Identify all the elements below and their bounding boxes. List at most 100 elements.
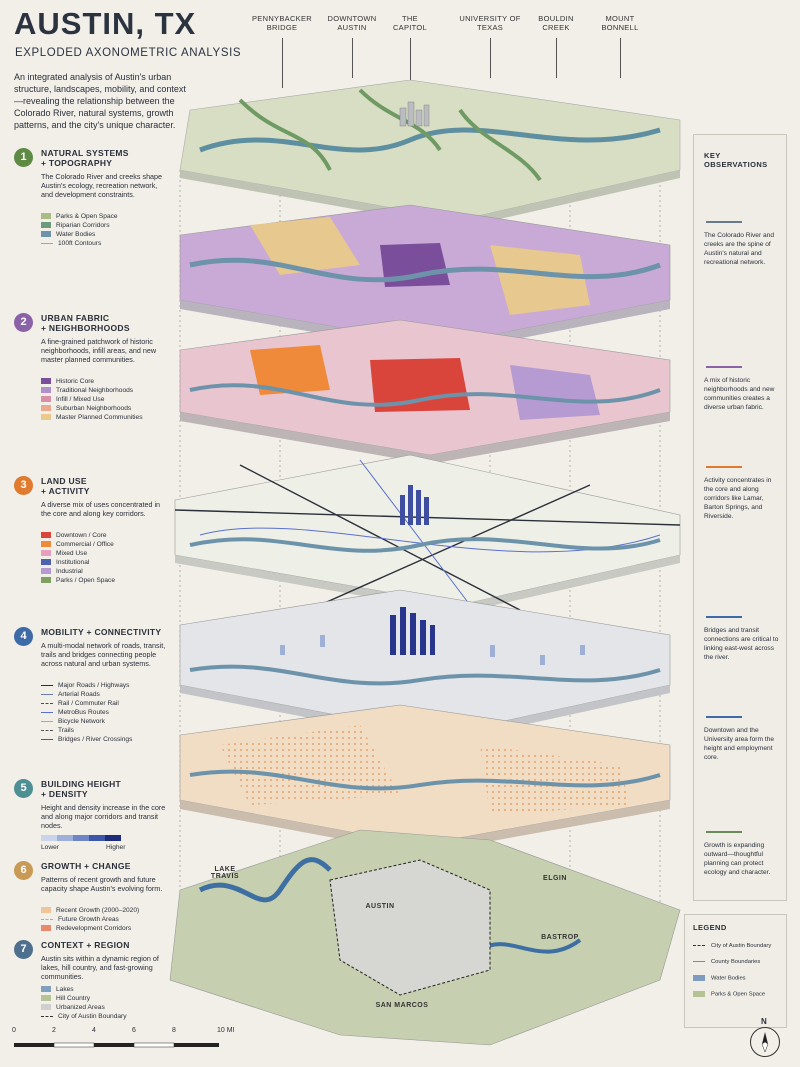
legend-label: Recent Growth (2000–2020) — [56, 907, 140, 914]
legend-line — [41, 1015, 53, 1017]
bar-chart-icon — [706, 440, 742, 468]
callout-leader-line — [620, 38, 621, 78]
legend-item: City of Austin Boundary — [693, 943, 771, 949]
legend-swatch — [41, 222, 51, 229]
legend-entry: 100ft Contours — [41, 239, 101, 248]
scale-tick-label: 2 — [52, 1027, 56, 1034]
density-ramp-step — [105, 835, 121, 842]
exploded-axonometric-map — [169, 80, 681, 1046]
legend-entry: Industrial — [41, 567, 83, 576]
legend-entry: Parks & Open Space — [41, 212, 118, 221]
legend-item-symbol — [693, 975, 705, 981]
legend-entry: Master Planned Communities — [41, 413, 143, 422]
legend-label: Arterial Roads — [58, 691, 100, 698]
section-title: BUILDING HEIGHT + DENSITY — [41, 779, 122, 799]
layer-building-height — [179, 589, 671, 743]
scale-tick-label: 6 — [132, 1027, 136, 1034]
observation-text: A mix of historic neighborhoods and new … — [704, 377, 775, 411]
legend-entry: Downtown / Core — [41, 531, 107, 540]
scale-tick-label: 10 MI — [217, 1027, 235, 1034]
legend-label: Master Planned Communities — [56, 414, 143, 421]
legend-line — [41, 711, 53, 713]
scale-tick-label: 8 — [172, 1027, 176, 1034]
map-label-san-marcos: SAN MARCOS — [375, 1002, 429, 1009]
legend-label: Lakes — [56, 986, 74, 993]
legend-label: Urbanized Areas — [56, 1004, 105, 1011]
legend-label: Parks / Open Space — [56, 577, 116, 584]
legend-swatch — [41, 541, 51, 548]
legend-swatch — [41, 925, 51, 932]
legend-entry: Suburban Neighborhoods — [41, 404, 131, 413]
layer-region — [169, 829, 681, 1046]
section-description: The Colorado River and creeks shape Aust… — [41, 172, 163, 199]
callout-label: BOULDIN CREEK — [538, 14, 574, 32]
legend-swatch — [41, 532, 51, 539]
legend-entry: Major Roads / Highways — [41, 681, 129, 690]
legend-line — [41, 729, 53, 731]
legend-item-label: Water Bodies — [711, 975, 746, 982]
density-ramp-step — [41, 835, 57, 842]
legend-label: Major Roads / Highways — [58, 682, 130, 689]
legend-label: Commercial / Office — [56, 541, 114, 548]
legend-swatch — [41, 396, 51, 403]
legend-label: Redevelopment Corridors — [56, 925, 132, 932]
callout-leader-line — [490, 38, 491, 78]
legend-label: Infill / Mixed Use — [56, 396, 105, 403]
section-title: MOBILITY + CONNECTIVITY — [41, 627, 162, 637]
density-ramp-step — [73, 835, 89, 842]
water-waves-icon — [706, 195, 742, 223]
section-description: A fine-grained patchwork of historic nei… — [41, 337, 157, 364]
density-ramp-step — [57, 835, 73, 842]
legend-label: Downtown / Core — [56, 532, 107, 539]
section-description: A diverse mix of uses concentrated in th… — [41, 500, 161, 518]
legend-swatch — [41, 405, 51, 412]
layer-mobility — [174, 454, 681, 613]
legend-label: Trails — [58, 727, 74, 734]
legend-entry: Recent Growth (2000–2020) — [41, 906, 139, 915]
legend-line — [41, 684, 53, 686]
page-title: AUSTIN, TX — [14, 6, 197, 41]
legend-swatch — [41, 986, 51, 993]
legend-entry: Trails — [41, 726, 74, 735]
map-label-lake-travis: LAKE TRAVIS — [210, 866, 240, 880]
legend-label: Hill Country — [56, 995, 91, 1002]
section-title: NATURAL SYSTEMS + TOPOGRAPHY — [41, 148, 129, 168]
towers-icon — [706, 690, 742, 718]
scale-tick-label: 0 — [12, 1027, 16, 1034]
section-description: A multi-modal network of roads, transit,… — [41, 641, 166, 668]
legend-item-label: County Boundaries — [711, 959, 761, 965]
observation-text: Bridges and transit connections are crit… — [704, 627, 779, 661]
density-ramp-step — [89, 835, 105, 842]
legend-entry: Historic Core — [41, 377, 94, 386]
legend-entry: Bicycle Network — [41, 717, 105, 726]
legend-entry: Water Bodies — [41, 230, 95, 239]
building-blocks-icon — [706, 340, 742, 368]
observation-text: Activity concentrates in the core and al… — [704, 477, 772, 520]
legend-label: Bridges / River Crossings — [58, 736, 133, 743]
legend-swatch — [41, 231, 51, 238]
legend-swatch — [41, 414, 51, 421]
callout-label: THE CAPITOL — [392, 14, 428, 32]
legend-entry: Mixed Use — [41, 549, 87, 558]
observation-text: Downtown and the University area form th… — [704, 727, 774, 761]
legend-label: 100ft Contours — [58, 240, 102, 247]
layer-growth — [179, 704, 671, 854]
legend-swatch — [41, 568, 51, 575]
scale-tick-label: 4 — [92, 1027, 96, 1034]
legend-entry: Bridges / River Crossings — [41, 735, 132, 744]
section-title: GROWTH + CHANGE — [41, 861, 131, 871]
legend-swatch — [41, 213, 51, 220]
legend-line — [41, 702, 53, 704]
legend-swatch — [41, 387, 51, 394]
legend-item: Parks & Open Space — [693, 991, 765, 998]
ramp-low-label: Lower — [41, 844, 59, 851]
legend-label: Rail / Commuter Rail — [58, 700, 119, 707]
density-ramp — [41, 834, 121, 843]
legend-entry: Commercial / Office — [41, 540, 114, 549]
section-number-badge: 6 — [14, 861, 33, 880]
legend-entry: Traditional Neighborhoods — [41, 386, 133, 395]
legend-label: Riparian Corridors — [56, 222, 110, 229]
legend-item: Water Bodies — [693, 975, 746, 982]
legend-line — [41, 738, 53, 740]
legend-item-label: City of Austin Boundary — [711, 943, 772, 949]
